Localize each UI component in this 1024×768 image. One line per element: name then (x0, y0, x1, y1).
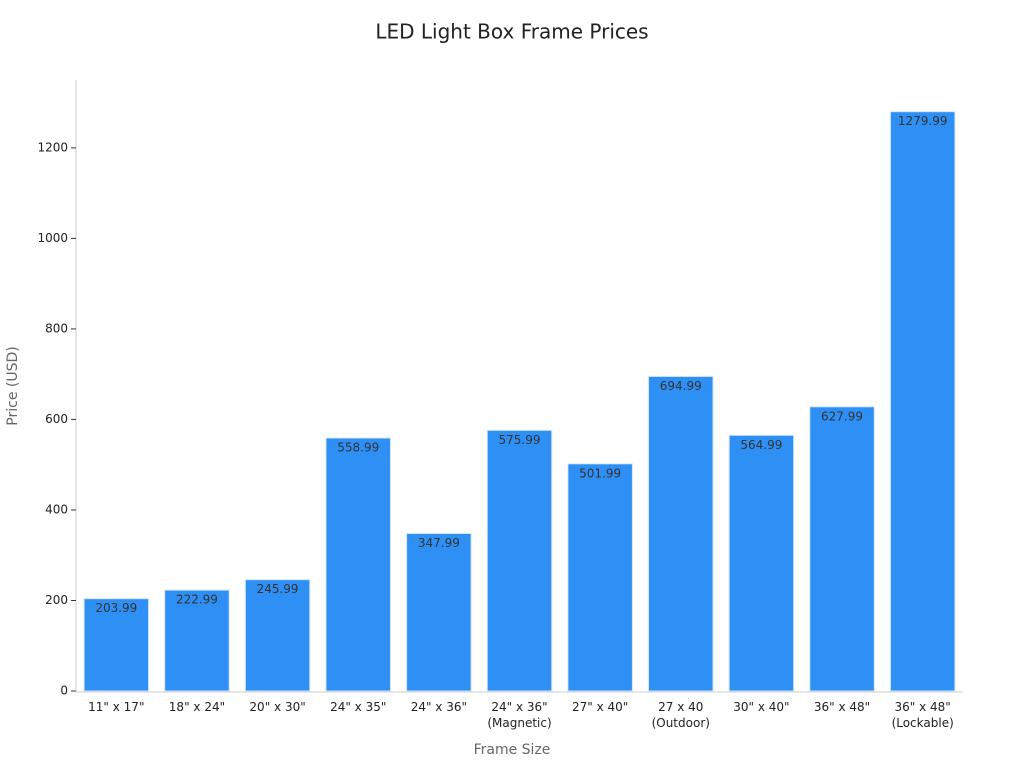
bar (728, 434, 795, 692)
y-axis-label: Price (USD) (5, 346, 21, 425)
bar (486, 429, 553, 692)
y-tick-label: 0 (60, 684, 68, 698)
bar (567, 463, 633, 692)
value-label: 564.99 (740, 438, 782, 452)
y-tick-label: 600 (45, 412, 68, 426)
x-tick-label: 20" x 30" (249, 700, 306, 714)
x-tick-label: 24" x 35" (330, 700, 387, 714)
bar (325, 437, 391, 692)
bar (406, 533, 472, 692)
x-tick-label: 11" x 17" (88, 700, 145, 714)
value-label: 558.99 (337, 441, 379, 455)
y-tick-label: 800 (45, 321, 68, 335)
bar (83, 598, 150, 692)
value-label: 627.99 (821, 409, 863, 423)
x-tick-label: 36" x 48" (813, 700, 871, 714)
y-tick-label: 1000 (37, 231, 68, 245)
value-label: 222.99 (176, 593, 218, 607)
x-tick-label: 24" x 36" (410, 700, 468, 714)
value-label: 575.99 (499, 433, 541, 447)
chart-title: LED Light Box Frame Prices (375, 20, 648, 44)
bar (889, 111, 956, 692)
x-tick-label: 24" x 36" (Magnetic) (487, 700, 552, 730)
y-tick-label: 400 (45, 502, 68, 516)
x-tick-label: 18" x 24" (168, 700, 226, 714)
x-tick-label: 27" x 40" (571, 700, 629, 714)
value-label: 1279.99 (898, 114, 948, 128)
value-label: 347.99 (418, 536, 460, 550)
y-tick-label: 1200 (37, 140, 68, 154)
value-label: 203.99 (95, 601, 137, 615)
bar (244, 579, 311, 692)
value-label: 245.99 (257, 582, 299, 596)
x-tick-label: 30" x 40" (733, 700, 790, 714)
bar (648, 375, 714, 692)
bar (164, 589, 230, 692)
value-label: 694.99 (660, 379, 702, 393)
y-tick-label: 200 (45, 593, 68, 607)
x-tick-label: 27 x 40 (Outdoor) (651, 700, 710, 730)
x-tick-label: 36" x 48" (Lockable) (891, 700, 954, 730)
value-label: 501.99 (579, 466, 621, 480)
bar (809, 406, 875, 692)
x-axis-label: Frame Size (474, 742, 551, 758)
